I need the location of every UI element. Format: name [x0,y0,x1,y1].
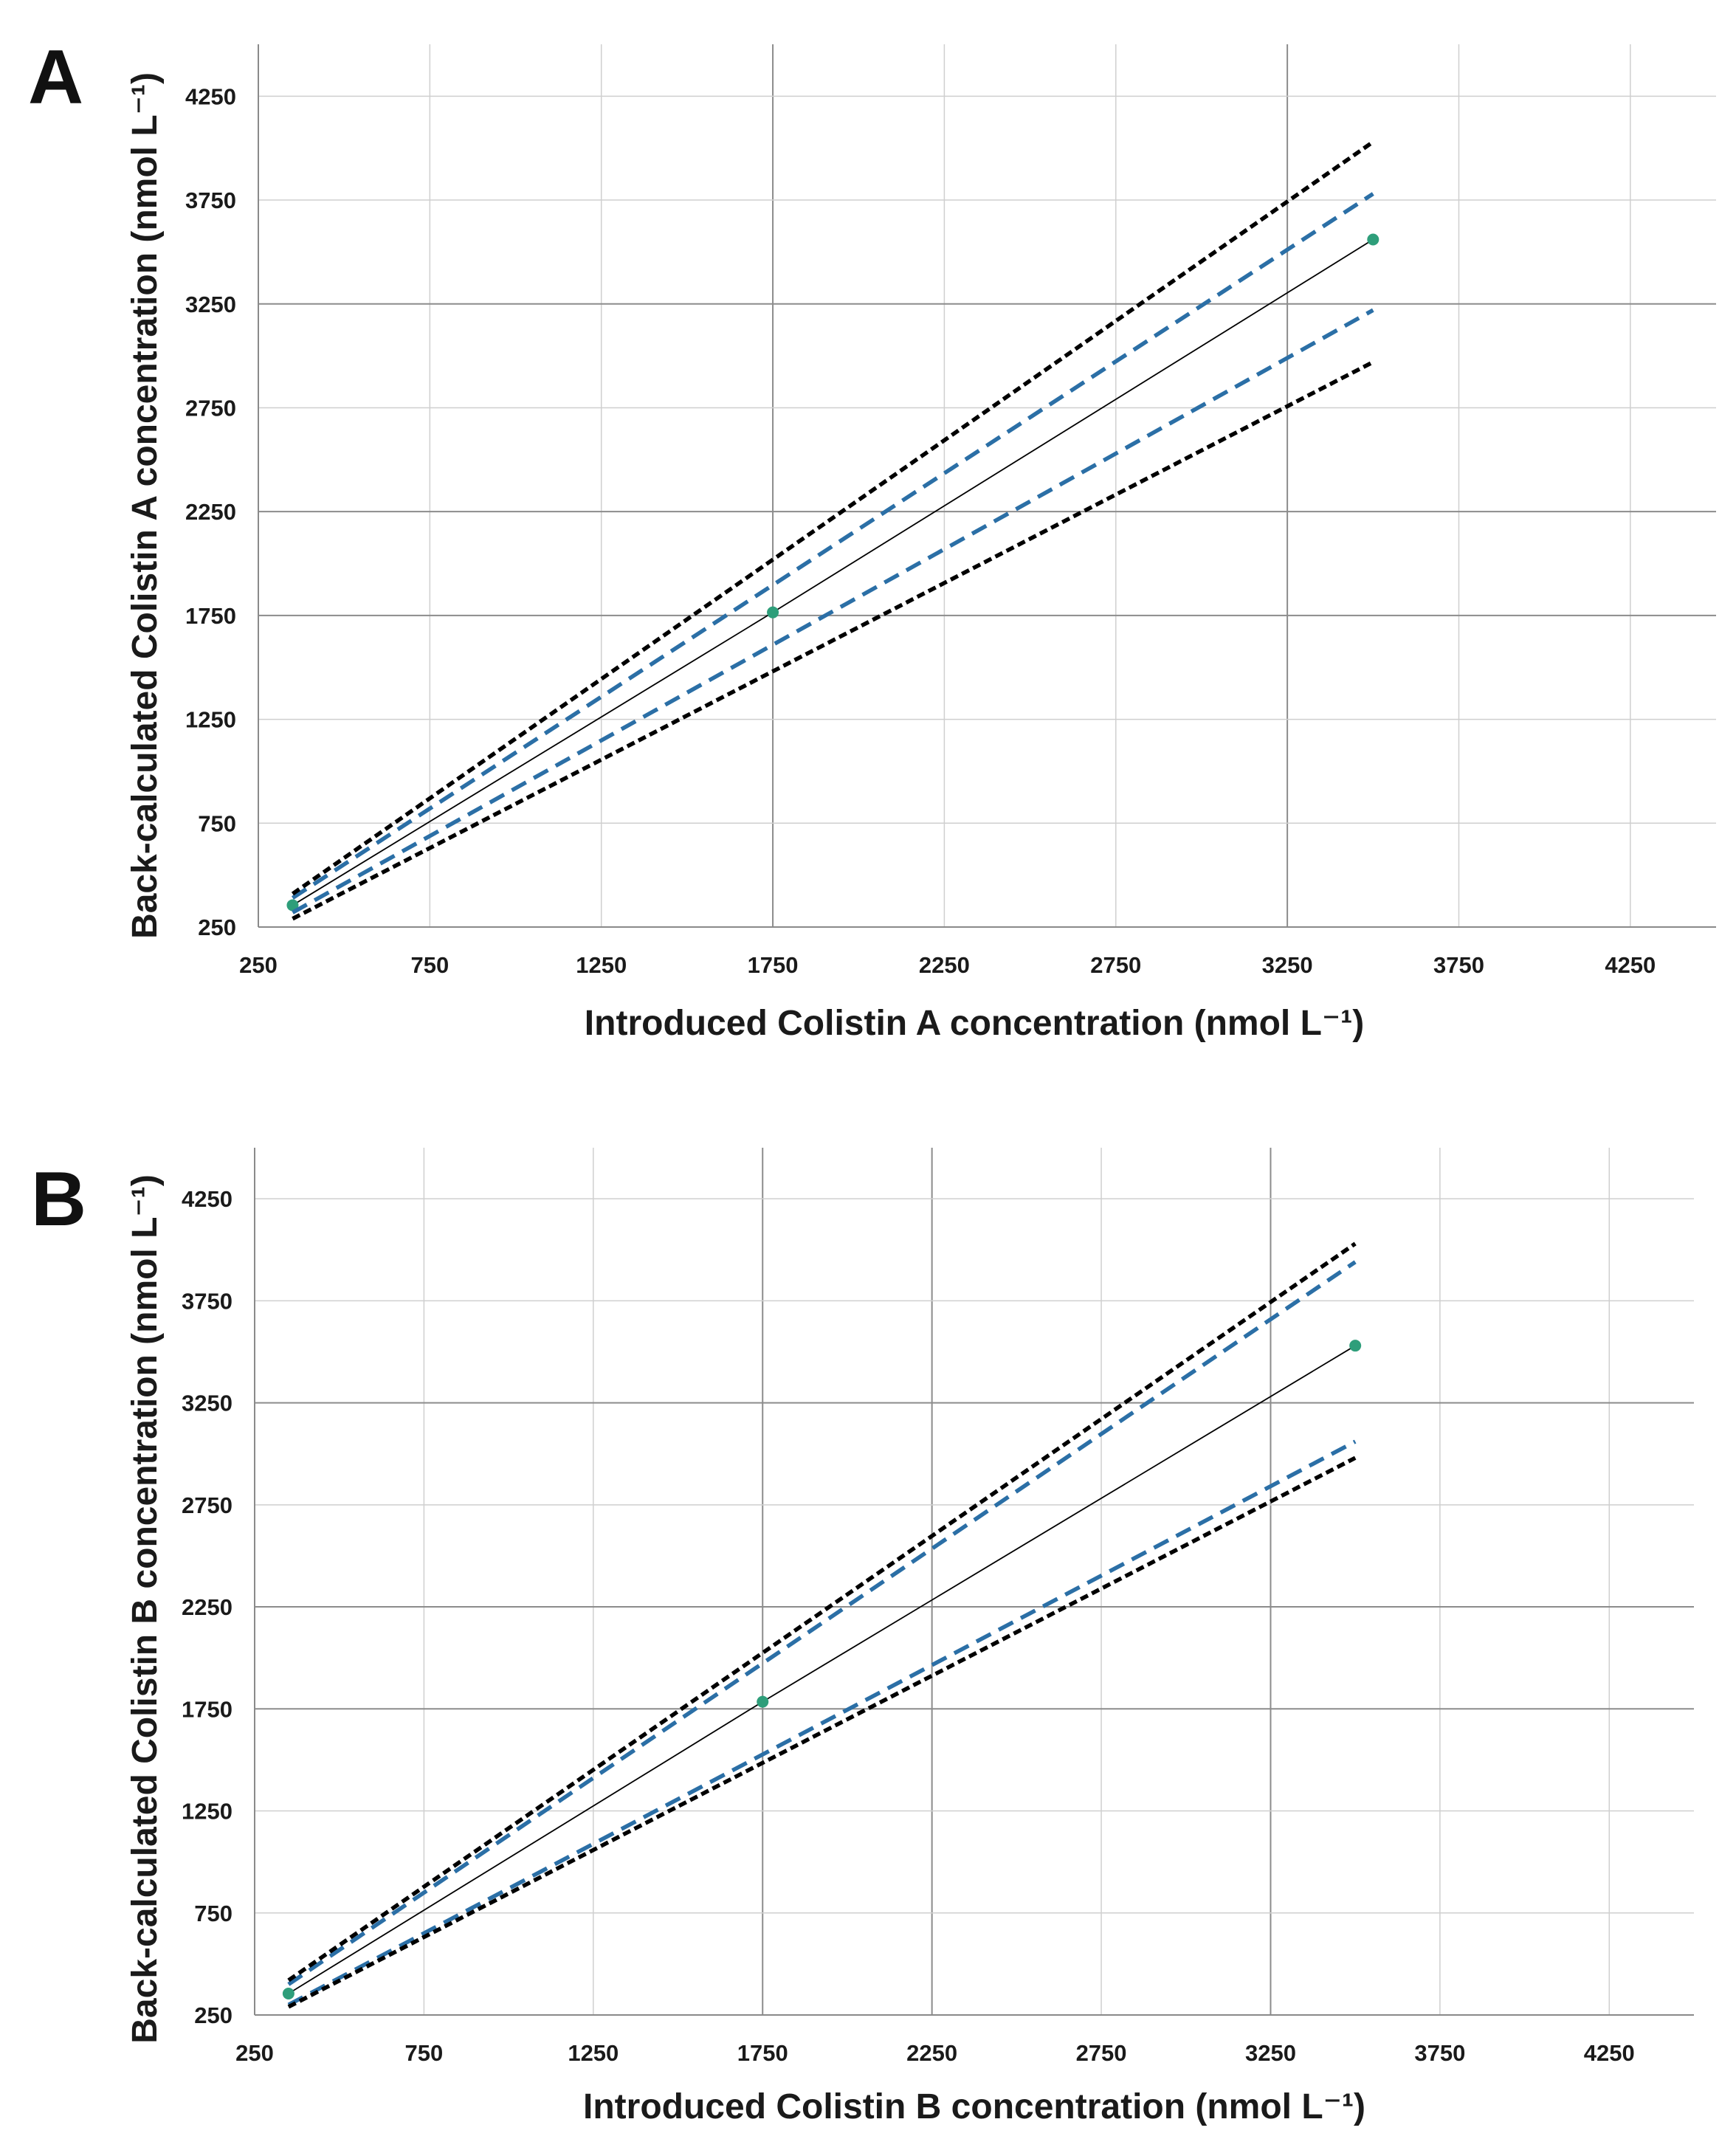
panel-b-y-tick-label: 3250 [182,1391,232,1416]
panel-a-grid [258,44,1716,927]
panel-b-grid [255,1148,1694,2015]
panel-a-x-tick-label: 3750 [1433,952,1484,978]
panel-a-x-tick-labels: 250 750 1250 1750 2250 2750 3250 3750 4250 [239,952,1656,978]
panel-b-series-measured [288,1345,1356,1994]
panel-a-x-tick-label: 750 [410,952,449,978]
panel-b-x-axis-title: Introduced Colistin B concentration (nmo… [583,2087,1365,2126]
panel-b-x-tick-label: 1750 [737,2040,788,2066]
panel-a-y-tick-label: 2250 [185,499,236,525]
panel-a-series-upper-blue [291,192,1374,900]
panel-b-x-tick-label: 3750 [1414,2040,1465,2066]
panel-a-y-tick-label: 750 [198,810,236,836]
panel-a-x-tick-label: 1750 [748,952,799,978]
panel-a-y-tick-label: 3750 [185,187,236,213]
panel-b-series-lower-blue [287,1439,1357,2007]
panel-b-series-upper-blue [287,1260,1357,1986]
panel-a-x-axis-title: Introduced Colistin A concentration (nmo… [585,1004,1364,1043]
panel-a-x-tick-label: 4250 [1605,952,1656,978]
panel-a-series-lower-blue [292,308,1374,914]
panel-b-x-tick-label: 1250 [568,2040,619,2066]
panel-a-data-point [767,606,779,619]
panel-b-y-tick-label: 750 [194,1901,232,1926]
panel-b-y-tick-label: 2750 [182,1492,232,1518]
panel-b-y-tick-label: 2250 [182,1594,232,1620]
panel-b-data-point [282,1987,294,1999]
panel-b-series-lower-black [287,1456,1357,2009]
panel-a-y-tick-label: 2750 [185,395,236,421]
panel-b-y-tick-label: 250 [194,2002,232,2028]
panel-a-x-tick-label: 3250 [1262,952,1313,978]
panel-a: A 250 750 1250 1750 2250 2750 3250 3750 4250 250… [28,35,1716,1043]
panel-b-y-tick-label: 1250 [182,1799,232,1825]
panel-b-data-point [1349,1340,1362,1352]
panel-a-y-tick-label: 3250 [185,292,236,317]
panel-a-x-tick-label: 2750 [1090,952,1141,978]
panel-b-x-tick-label: 2750 [1076,2040,1127,2066]
panel-b-label: B [31,1157,86,1242]
panel-a-series [286,140,1380,921]
panel-a-y-tick-label: 1750 [185,603,236,629]
panel-a-y-tick-label: 250 [198,914,236,940]
panel-b-series-upper-black [287,1241,1357,1983]
panel-a-x-tick-label: 1250 [576,952,627,978]
panel-b-x-tick-label: 750 [405,2040,444,2066]
panel-a-axes [258,44,1716,928]
panel-b-axes [254,1148,1694,2016]
panel-a-data-point [286,899,299,912]
panel-b-y-tick-label: 1750 [182,1696,232,1722]
panel-b-x-tick-label: 4250 [1584,2040,1635,2066]
panel-a-y-tick-label: 1250 [185,707,236,733]
panel-b-y-tick-label: 4250 [182,1186,232,1212]
panel-b: B 250 750 1250 1750 2250 2750 3250 3750 4250 250… [31,1148,1694,2126]
panel-a-y-tick-label: 4250 [185,83,236,109]
panel-b-y-tick-label: 3750 [182,1288,232,1314]
panel-a-y-axis-title: Back-calculated Colistin A concentration… [125,72,165,939]
panel-b-x-tick-labels: 250 750 1250 1750 2250 2750 3250 3750 4250 [235,2040,1635,2066]
panel-a-y-tick-labels: 250 750 1250 1750 2250 2750 3250 3750 4250 [185,83,236,940]
panel-b-series [282,1241,1362,2009]
panel-a-x-tick-label: 250 [239,952,278,978]
panel-b-y-axis-title: Back-calculated Colistin B concentration… [125,1174,165,2043]
panel-b-x-tick-label: 3250 [1245,2040,1296,2066]
panel-a-x-tick-label: 2250 [919,952,970,978]
panel-b-x-tick-label: 250 [235,2040,274,2066]
panel-b-x-tick-label: 2250 [906,2040,957,2066]
panel-a-data-point [1367,233,1380,246]
panel-a-label: A [28,35,83,120]
panel-b-y-tick-labels: 250 750 1250 1750 2250 2750 3250 3750 4250 [182,1186,232,2028]
panel-b-data-point [757,1695,769,1708]
panel-a-series-measured [292,238,1374,906]
panel-a-series-upper-black [291,140,1374,896]
panel-a-series-lower-black [292,360,1374,921]
